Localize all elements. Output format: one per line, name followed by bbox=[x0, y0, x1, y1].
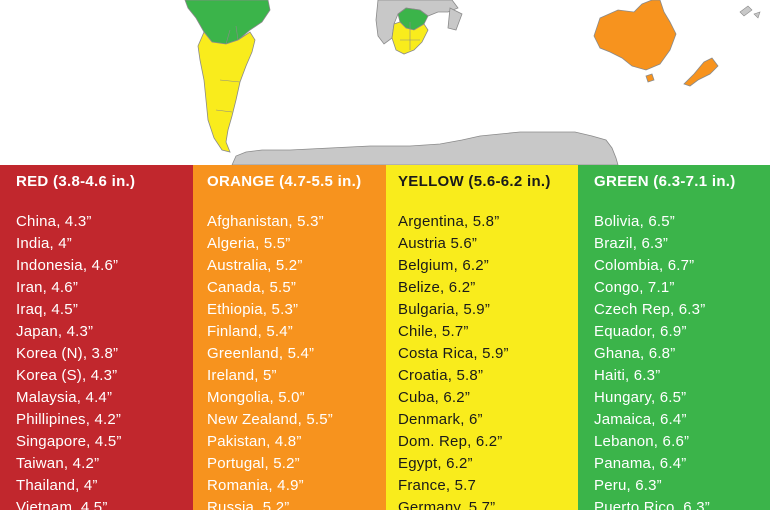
region-yellow-south-america bbox=[197, 31, 256, 153]
world-map bbox=[0, 0, 770, 165]
region-orange-tasmania bbox=[645, 73, 655, 83]
column-red: RED (3.8-4.6 in.) China, 4.3” India, 4” In… bbox=[0, 165, 193, 510]
country-list-yellow: Argentina, 5.8” Austria 5.6” Belgium, 6.2”… bbox=[398, 201, 578, 510]
country-entry: Croatia, 5.8” bbox=[398, 367, 484, 384]
country-entry: Mongolia, 5.0” bbox=[207, 389, 305, 406]
country-entry: Korea (S), 4.3” bbox=[16, 367, 118, 384]
country-entry: Austria 5.6” bbox=[398, 235, 478, 252]
column-yellow: YELLOW (5.6-6.2 in.) Argentina, 5.8” Aust… bbox=[386, 165, 578, 510]
country-entry: Panama, 6.4” bbox=[594, 455, 687, 472]
south-america bbox=[184, 0, 271, 153]
country-entry: Hungary, 6.5” bbox=[594, 389, 687, 406]
country-entry: Afghanistan, 5.3” bbox=[207, 213, 324, 230]
madagascar bbox=[447, 7, 463, 31]
country-entry: Korea (N), 3.8” bbox=[16, 345, 119, 362]
country-entry: Portugal, 5.2” bbox=[207, 455, 300, 472]
country-entry: Germany, 5.7” bbox=[398, 499, 496, 510]
country-entry: Lebanon, 6.6” bbox=[594, 433, 690, 450]
country-entry: India, 4” bbox=[16, 235, 72, 252]
country-entry: Peru, 6.3” bbox=[594, 477, 662, 494]
country-entry: Taiwan, 4.2” bbox=[16, 455, 100, 472]
world-map-svg bbox=[184, 0, 761, 165]
country-entry: Vietnam, 4.5” bbox=[16, 499, 108, 510]
column-orange: ORANGE (4.7-5.5 in.) Afghanistan, 5.3” Al… bbox=[193, 165, 386, 510]
column-header-orange: ORANGE (4.7-5.5 in.) bbox=[207, 173, 362, 190]
country-entry: Romania, 4.9” bbox=[207, 477, 304, 494]
country-entry: Singapore, 4.5” bbox=[16, 433, 122, 450]
country-entry: Ireland, 5” bbox=[207, 367, 277, 384]
region-orange-australia bbox=[593, 0, 677, 71]
country-entry: Finland, 5.4” bbox=[207, 323, 293, 340]
region-orange-new-zealand bbox=[683, 57, 719, 87]
country-entry: Ghana, 6.8” bbox=[594, 345, 676, 362]
country-list-green: Bolivia, 6.5” Brazil, 6.3” Colombia, 6.7” C… bbox=[594, 201, 770, 510]
country-entry: Iraq, 4.5” bbox=[16, 301, 79, 318]
country-entry: Russia, 5.2” bbox=[207, 499, 290, 510]
country-entry: Czech Rep, 6.3” bbox=[594, 301, 706, 318]
country-entry: Iran, 4.6” bbox=[16, 279, 79, 296]
country-entry: Pakistan, 4.8” bbox=[207, 433, 302, 450]
country-entry: Egypt, 6.2” bbox=[398, 455, 473, 472]
country-entry: New Zealand, 5.5” bbox=[207, 411, 333, 428]
africa bbox=[375, 0, 463, 55]
country-entry: Brazil, 6.3” bbox=[594, 235, 669, 252]
country-entry: Bulgaria, 5.9” bbox=[398, 301, 491, 318]
country-entry: Chile, 5.7” bbox=[398, 323, 469, 340]
country-entry: Australia, 5.2” bbox=[207, 257, 303, 274]
country-entry: Greenland, 5.4” bbox=[207, 345, 315, 362]
country-entry: Indonesia, 4.6” bbox=[16, 257, 119, 274]
oceania bbox=[593, 0, 761, 87]
country-entry: Denmark, 6” bbox=[398, 411, 483, 428]
country-entry: Argentina, 5.8” bbox=[398, 213, 500, 230]
legend-columns: RED (3.8-4.6 in.) China, 4.3” India, 4” In… bbox=[0, 165, 770, 510]
column-header-green: GREEN (6.3-7.1 in.) bbox=[594, 173, 736, 190]
country-entry: Dom. Rep, 6.2” bbox=[398, 433, 503, 450]
antarctica bbox=[231, 131, 619, 165]
country-entry: Equador, 6.9” bbox=[594, 323, 687, 340]
country-entry: Algeria, 5.5” bbox=[207, 235, 291, 252]
country-entry: Belgium, 6.2” bbox=[398, 257, 489, 274]
column-header-red: RED (3.8-4.6 in.) bbox=[16, 173, 136, 190]
country-entry: Bolivia, 6.5” bbox=[594, 213, 675, 230]
country-entry: Puerto Rico, 6.3” bbox=[594, 499, 710, 510]
column-green: GREEN (6.3-7.1 in.) Bolivia, 6.5” Brazil,… bbox=[578, 165, 770, 510]
country-entry: Haiti, 6.3” bbox=[594, 367, 661, 384]
country-entry: France, 5.7 bbox=[398, 477, 477, 494]
country-entry: Costa Rica, 5.9” bbox=[398, 345, 509, 362]
country-entry: Ethiopia, 5.3” bbox=[207, 301, 299, 318]
country-entry: Belize, 6.2” bbox=[398, 279, 476, 296]
country-entry: Jamaica, 6.4” bbox=[594, 411, 687, 428]
country-entry: Japan, 4.3” bbox=[16, 323, 94, 340]
country-entry: China, 4.3” bbox=[16, 213, 92, 230]
country-list-red: China, 4.3” India, 4” Indonesia, 4.6” Iran,… bbox=[16, 201, 193, 510]
country-entry: Thailand, 4” bbox=[16, 477, 98, 494]
region-green-south-america bbox=[184, 0, 271, 45]
country-entry: Cuba, 6.2” bbox=[398, 389, 471, 406]
country-entry: Congo, 7.1” bbox=[594, 279, 675, 296]
country-entry: Colombia, 6.7” bbox=[594, 257, 695, 274]
country-entry: Canada, 5.5” bbox=[207, 279, 297, 296]
column-header-yellow: YELLOW (5.6-6.2 in.) bbox=[398, 173, 551, 190]
country-entry: Malaysia, 4.4” bbox=[16, 389, 113, 406]
country-entry: Phillipines, 4.2” bbox=[16, 411, 122, 428]
country-list-orange: Afghanistan, 5.3” Algeria, 5.5” Australia,… bbox=[207, 201, 386, 510]
